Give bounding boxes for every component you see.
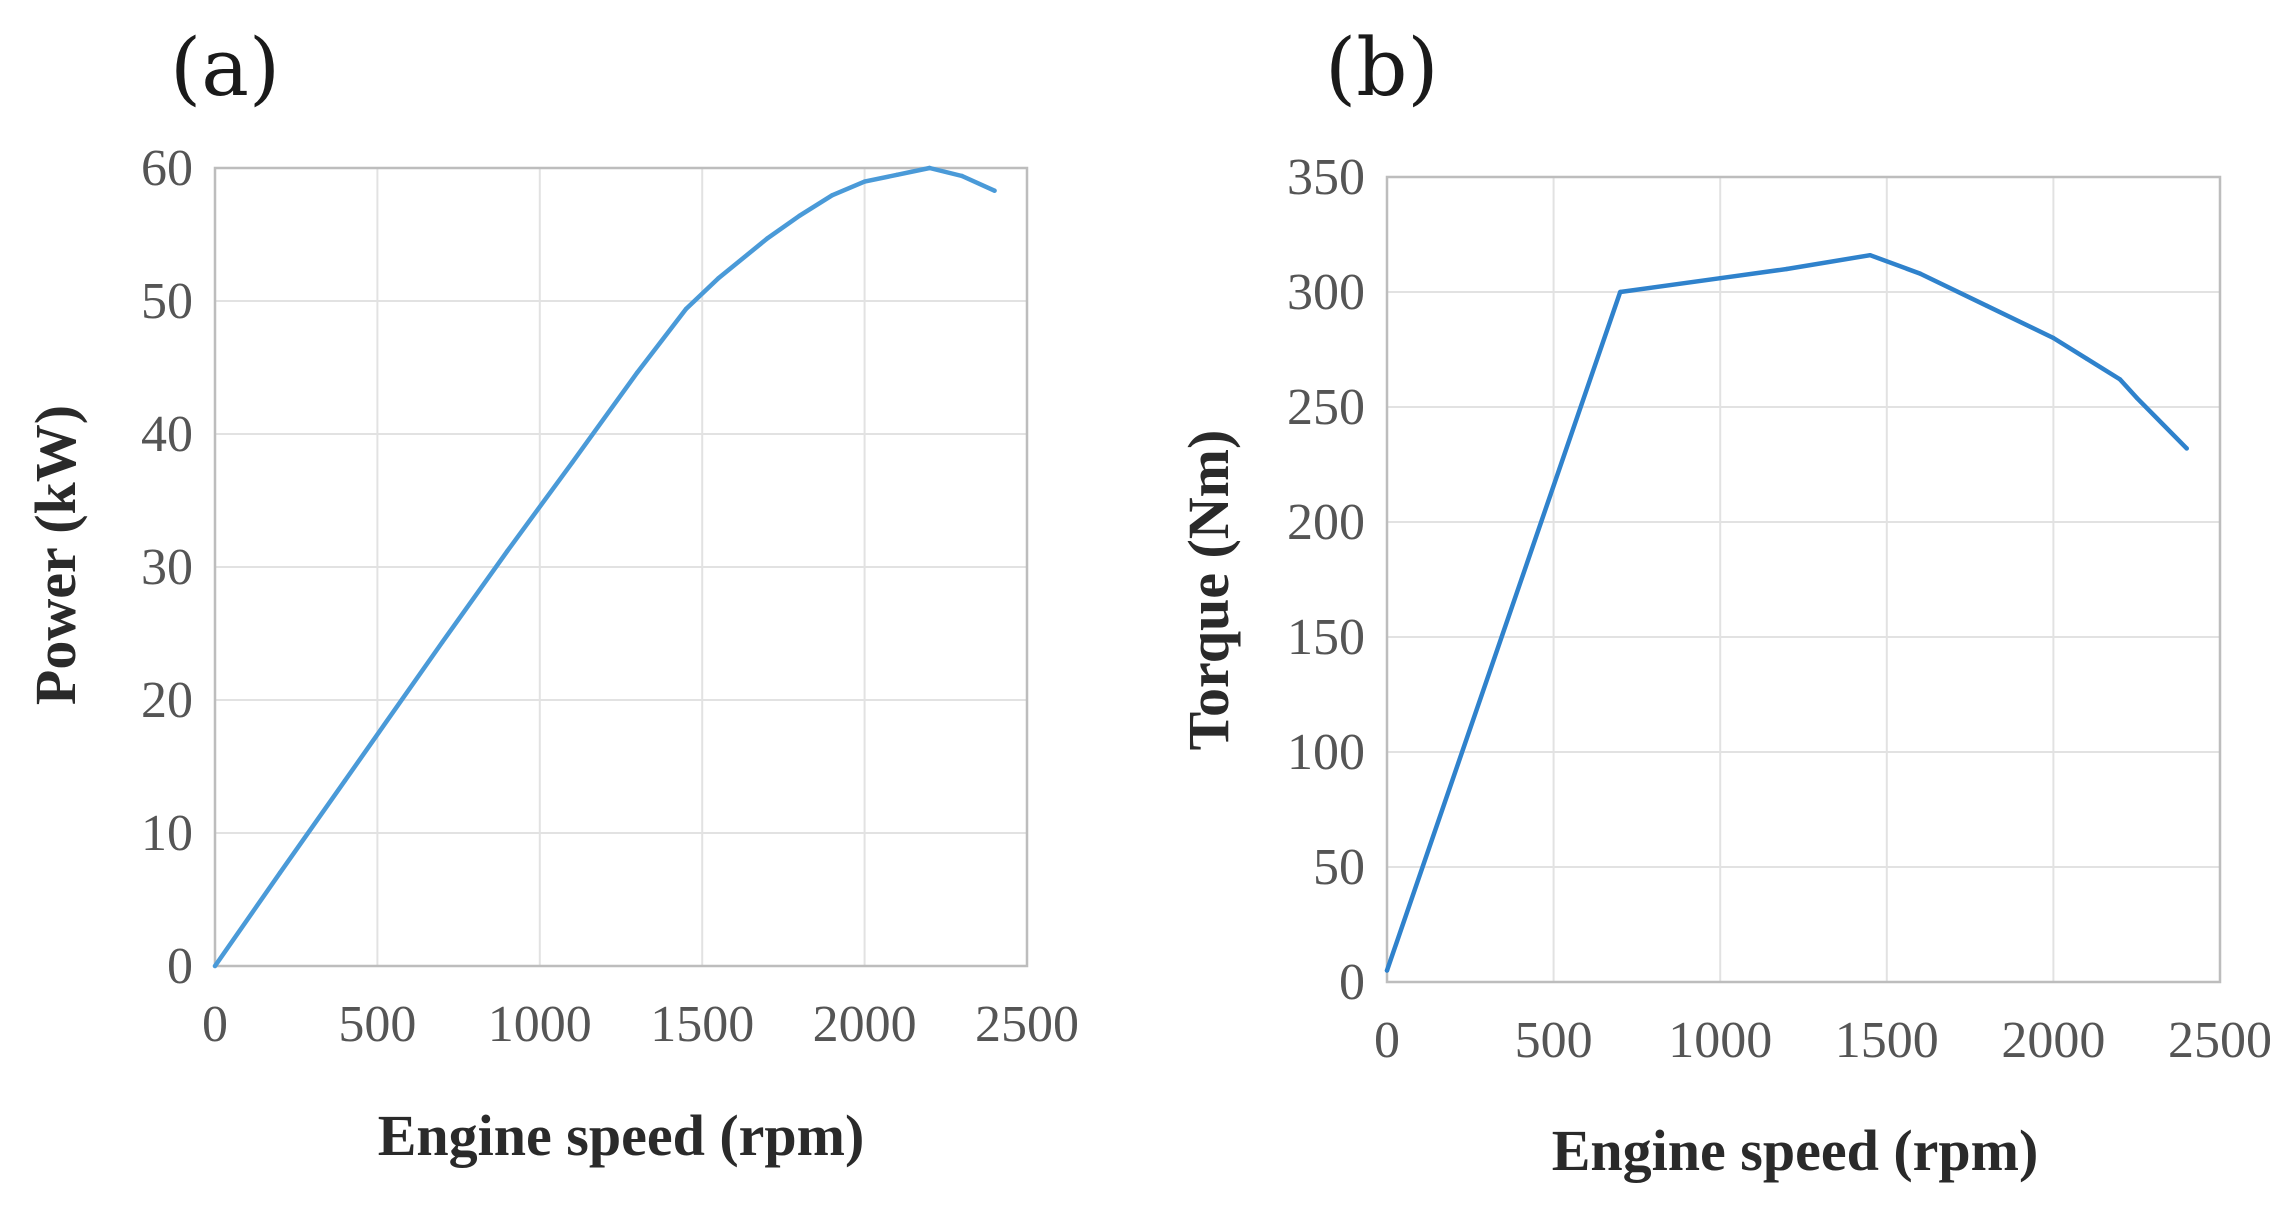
panel-b-x-ticks: 0 500 1000 1500 2000 2500 bbox=[1374, 1012, 2272, 1069]
panel-a-data-point-9 bbox=[765, 236, 770, 241]
panel-b-data-point-3 bbox=[1784, 266, 1790, 272]
panel-b-y-ticks: 0 50 100 150 200 250 300 350 bbox=[1287, 149, 1365, 1011]
panel-b-data-point-6 bbox=[1984, 303, 1990, 308]
panel-a-data-point-0 bbox=[212, 963, 218, 969]
panel-b-y-tick-label: 150 bbox=[1287, 609, 1365, 666]
panel-a-y-axis-title: Power (kW) bbox=[23, 405, 88, 705]
panel-b-data-point-5 bbox=[1917, 271, 1923, 276]
panel-a-label: (a) bbox=[170, 21, 280, 114]
panel-a-data-point-10 bbox=[797, 213, 802, 218]
panel-a-data-point-15 bbox=[959, 173, 965, 179]
panel-a-y-ticks: 0 10 20 30 40 50 60 bbox=[141, 140, 193, 995]
panel-a-y-tick-label: 40 bbox=[141, 406, 193, 463]
panel-a-y-tick-label: 60 bbox=[141, 140, 193, 197]
panel-a-data-point-2 bbox=[342, 778, 348, 783]
panel-a-data-point-1 bbox=[277, 870, 283, 875]
panel-b-y-tick-label: 350 bbox=[1287, 149, 1365, 206]
panel-b-x-tick-label: 2000 bbox=[2001, 1012, 2105, 1069]
panel-b-x-tick-label: 500 bbox=[1515, 1012, 1593, 1069]
panel-a-x-tick-label: 1500 bbox=[650, 996, 754, 1053]
panel-a-data-point-6 bbox=[635, 370, 640, 375]
panel-b-data-point-1 bbox=[1618, 289, 1623, 295]
panel-a-grid bbox=[214, 167, 1028, 967]
panel-a-data-point-7 bbox=[683, 306, 689, 312]
panel-a-x-tick-label: 1000 bbox=[488, 996, 592, 1053]
panel-b-data-points bbox=[1384, 253, 2189, 973]
panel-a-data-point-5 bbox=[570, 460, 575, 465]
panel-a-x-tick-label: 500 bbox=[338, 996, 416, 1053]
panel-b-y-tick-label: 250 bbox=[1287, 379, 1365, 436]
panel-a-data-point-4 bbox=[505, 548, 510, 554]
panel-a-y-tick-label: 20 bbox=[141, 672, 193, 729]
panel-a-data-point-14 bbox=[927, 165, 932, 171]
panel-a-y-tick-label: 0 bbox=[167, 938, 193, 995]
panel-b-data-point-7 bbox=[2051, 335, 2056, 341]
panel-a-data-point-16 bbox=[992, 188, 997, 193]
panel-b-data-point-10 bbox=[2134, 395, 2139, 400]
panel-a-data-point-3 bbox=[440, 639, 445, 645]
panel-b-data-point-9 bbox=[2117, 377, 2123, 382]
panel-a-y-tick-label: 10 bbox=[141, 805, 193, 862]
panel-b-y-tick-label: 300 bbox=[1287, 264, 1365, 321]
panel-b-data-point-0 bbox=[1384, 968, 1390, 973]
panel-b-data-point-8 bbox=[2084, 356, 2089, 361]
panel-a-x-ticks: 0 500 1000 1500 2000 2500 bbox=[202, 996, 1079, 1053]
panel-b-x-tick-label: 0 bbox=[1374, 1012, 1400, 1069]
panel-b-y-axis-title: Torque (Nm) bbox=[1176, 430, 1241, 751]
panel-a-data-point-11 bbox=[829, 193, 835, 198]
panel-a-x-tick-label: 2000 bbox=[813, 996, 917, 1053]
panel-b-data-point-4 bbox=[1867, 253, 1873, 258]
panel-b-data-point-11 bbox=[2184, 446, 2189, 451]
panel-b-axis-box bbox=[1385, 175, 2222, 984]
panel-a-x-axis-title: Engine speed (rpm) bbox=[378, 1103, 865, 1168]
panel-a-data-point-13 bbox=[894, 172, 900, 177]
panel-b-y-tick-label: 0 bbox=[1339, 954, 1365, 1011]
panel-b-x-axis-title: Engine speed (rpm) bbox=[1552, 1118, 2039, 1183]
panel-a-data-point-12 bbox=[862, 179, 867, 184]
panel-b-y-tick-label: 50 bbox=[1313, 839, 1365, 896]
panel-a-data-point-8 bbox=[716, 276, 721, 281]
panel-a-y-tick-label: 50 bbox=[141, 273, 193, 330]
panel-b-x-tick-label: 1000 bbox=[1668, 1012, 1772, 1069]
panel-a-y-tick-label: 30 bbox=[141, 539, 193, 596]
panel-a-x-tick-label: 0 bbox=[202, 996, 228, 1053]
panel-b-label: (b) bbox=[1325, 21, 1439, 114]
panel-b: (b) 0 500 1000 1500 2000 2500 0 50 100 150 200 250… bbox=[1176, 21, 2272, 1183]
panel-a-axis-box bbox=[213, 166, 1029, 968]
panel-a-x-tick-label: 2500 bbox=[975, 996, 1079, 1053]
panel-a-data-points bbox=[212, 165, 997, 969]
panel-b-data-point-2 bbox=[1718, 276, 1723, 281]
panel-b-x-tick-label: 2500 bbox=[2168, 1012, 2272, 1069]
panel-b-torque-line bbox=[1384, 252, 2189, 973]
panel-b-x-tick-label: 1500 bbox=[1835, 1012, 1939, 1069]
panel-a: (a) 0 500 1000 1500 2000 2500 0 10 20 30 40 50 60 E… bbox=[23, 21, 1079, 1168]
panel-b-y-tick-label: 200 bbox=[1287, 494, 1365, 551]
panel-b-grid bbox=[1386, 176, 2221, 983]
panel-b-y-tick-label: 100 bbox=[1287, 724, 1365, 781]
